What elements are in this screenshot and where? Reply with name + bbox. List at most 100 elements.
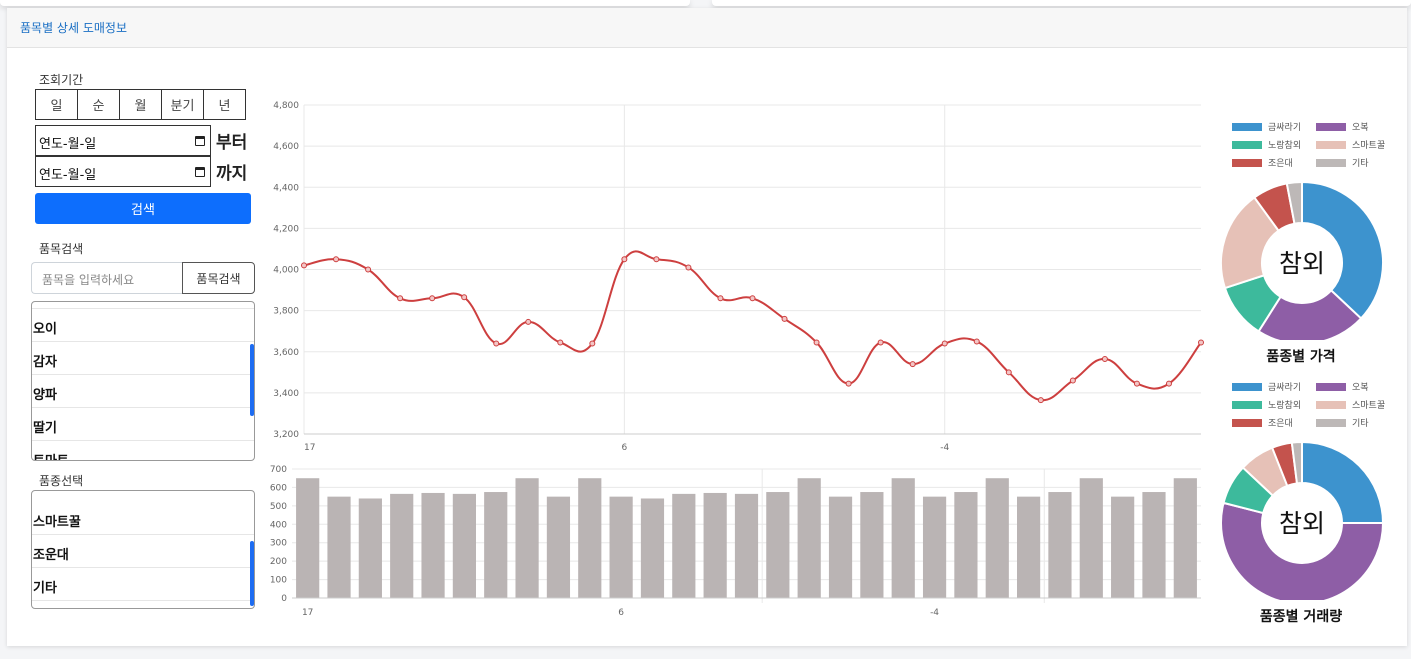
- list-item[interactable]: [32, 302, 254, 309]
- variety-list-scrollbar[interactable]: [250, 541, 254, 606]
- data-point: [557, 339, 564, 346]
- y-tick-label: 4,600: [273, 142, 299, 152]
- bar: [891, 478, 915, 598]
- data-point: [717, 295, 724, 302]
- legend-label: 조은대: [1268, 418, 1293, 429]
- legend-label: 기타: [1352, 418, 1369, 429]
- list-item[interactable]: 토마토: [32, 441, 254, 460]
- pie-slice: [1301, 440, 1385, 524]
- legend-swatch: [1232, 159, 1262, 167]
- variety-listbox[interactable]: 스마트꿀 조운대 기타: [31, 490, 255, 609]
- bar: [609, 496, 633, 598]
- legend-label: 조은대: [1268, 158, 1293, 169]
- x-tick-label: -4: [930, 608, 939, 616]
- data-point: [397, 295, 404, 302]
- data-point: [749, 295, 756, 302]
- bar: [640, 498, 665, 598]
- bar: [1017, 496, 1041, 598]
- legend-swatch: [1232, 383, 1262, 391]
- bar: [922, 496, 947, 598]
- background-card-right: [712, 0, 1411, 6]
- bar: [797, 478, 821, 598]
- bar: [985, 478, 1009, 598]
- bar: [358, 498, 382, 598]
- data-point: [653, 256, 660, 263]
- page-title: 품목별 상세 도매정보: [20, 21, 127, 35]
- item-list-scrollbar[interactable]: [250, 344, 254, 416]
- legend-swatch: [1232, 123, 1262, 131]
- list-item[interactable]: 오이: [32, 309, 254, 342]
- price-line-chart: 3,200 3,400 3,600 3,800 4,000 4,200 4,400 4,600…: [273, 101, 1204, 453]
- bar: [515, 478, 539, 598]
- list-item[interactable]: 스마트꿀: [32, 502, 254, 535]
- data-point: [1165, 380, 1172, 387]
- bar: [1079, 478, 1103, 598]
- legend-swatch: [1232, 401, 1262, 409]
- data-point: [941, 340, 948, 347]
- y-tick-label: 0: [281, 594, 287, 604]
- bar: [296, 478, 320, 598]
- period-dekad-button[interactable]: 순: [77, 89, 120, 120]
- y-tick-label: 700: [270, 465, 287, 475]
- y-tick-label: 200: [270, 557, 287, 567]
- calendar-icon[interactable]: [195, 167, 205, 177]
- period-year-button[interactable]: 년: [203, 89, 246, 120]
- legend-label: 금싸라기: [1268, 122, 1301, 133]
- y-tick-label: 3,800: [273, 307, 299, 317]
- card-header: 품목별 상세 도매정보: [7, 8, 1407, 48]
- item-search-button[interactable]: 품목검색: [182, 262, 255, 294]
- x-tick-label: 17: [304, 443, 315, 453]
- y-tick-label: 3,600: [273, 348, 299, 358]
- pie-slice: [1220, 501, 1385, 600]
- legend-swatch: [1316, 141, 1346, 149]
- pie-center-label: 참외: [1279, 249, 1325, 278]
- list-item[interactable]: 기타: [32, 568, 254, 601]
- y-tick-label: 3,400: [273, 389, 299, 399]
- bar: [578, 478, 602, 598]
- x-tick-label: 6: [618, 608, 624, 616]
- data-point: [1005, 369, 1012, 376]
- period-month-button[interactable]: 월: [119, 89, 162, 120]
- y-tick-label: 4,400: [273, 183, 299, 193]
- legend-label: 기타: [1352, 158, 1369, 169]
- item-search-input[interactable]: 품목을 입력하세요: [31, 262, 183, 294]
- data-point: [589, 340, 596, 347]
- data-point: [1101, 355, 1108, 362]
- legend-swatch: [1316, 419, 1346, 427]
- search-button[interactable]: 검색: [35, 193, 251, 224]
- legend-swatch: [1232, 419, 1262, 427]
- bar: [734, 493, 759, 598]
- period-day-button[interactable]: 일: [35, 89, 78, 120]
- from-date-input[interactable]: 연도-월-일: [35, 125, 211, 156]
- list-item[interactable]: 조운대: [32, 535, 254, 568]
- list-item[interactable]: 감자: [32, 342, 254, 375]
- data-point: [1069, 377, 1076, 384]
- legend-label: 오복: [1352, 122, 1369, 133]
- y-tick-label: 500: [270, 502, 287, 512]
- legend-label: 금싸라기: [1268, 382, 1301, 393]
- period-label: 조회기간: [39, 73, 84, 87]
- calendar-icon[interactable]: [195, 136, 205, 146]
- data-point: [813, 339, 820, 346]
- data-point: [1133, 380, 1140, 387]
- pie-slice: [1301, 180, 1384, 320]
- data-point: [365, 266, 372, 273]
- period-quarter-button[interactable]: 분기: [161, 89, 204, 120]
- from-suffix: 부터: [216, 133, 248, 153]
- data-point: [877, 339, 884, 346]
- bar: [484, 492, 508, 598]
- y-tick-label: 400: [270, 520, 287, 530]
- bar: [672, 493, 696, 598]
- bar: [703, 492, 727, 598]
- bar: [421, 492, 445, 598]
- legend-label: 노랑참외: [1268, 399, 1301, 411]
- item-listbox[interactable]: 오이 감자 양파 딸기 토마토: [31, 301, 255, 461]
- bar: [1173, 478, 1197, 598]
- data-point: [909, 361, 916, 368]
- period-button-group: 일 순 월 분기 년: [35, 89, 246, 120]
- list-item[interactable]: 양파: [32, 375, 254, 408]
- list-item[interactable]: 딸기: [32, 408, 254, 441]
- data-point: [493, 340, 500, 347]
- to-date-input[interactable]: 연도-월-일: [35, 156, 211, 187]
